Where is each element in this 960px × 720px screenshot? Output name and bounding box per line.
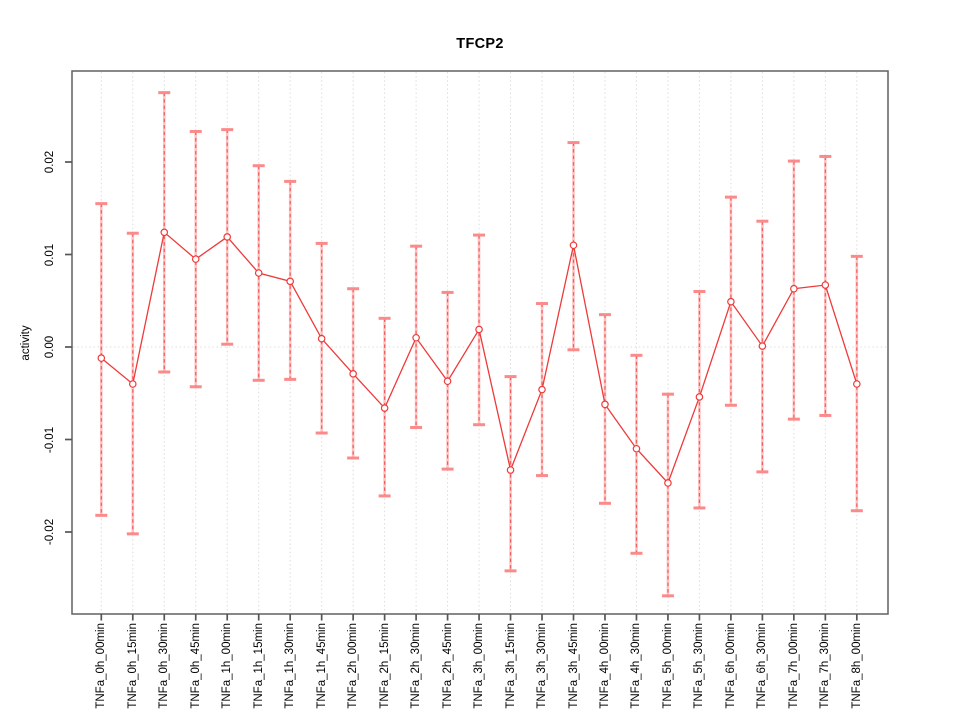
- x-tick-label: TNFa_6h_30min: [756, 623, 769, 709]
- y-axis-label: activity: [20, 324, 32, 361]
- data-point: [821, 281, 830, 289]
- x-tick-label: TNFa_2h_30min: [410, 623, 423, 709]
- y-tick-label: -0.01: [44, 426, 56, 453]
- x-tick-label: TNFa_3h_15min: [504, 623, 517, 709]
- x-tick-label: TNFa_2h_15min: [378, 623, 391, 709]
- x-tick-label: TNFa_3h_45min: [567, 623, 580, 709]
- x-tick-label: TNFa_1h_30min: [284, 623, 297, 709]
- x-tick-label: TNFa_7h_30min: [819, 623, 832, 709]
- y-tick-label: 0.02: [44, 150, 56, 174]
- data-point: [695, 393, 704, 401]
- data-point: [349, 370, 357, 378]
- axis-frame: [71, 70, 889, 615]
- data-point: [727, 297, 735, 306]
- data-point: [286, 277, 294, 286]
- x-tick-label: TNFa_1h_15min: [252, 623, 265, 709]
- x-tick-label: TNFa_5h_00min: [661, 623, 674, 709]
- data-point: [160, 228, 169, 237]
- data-point: [475, 325, 483, 334]
- data-point: [380, 404, 389, 412]
- data-point: [191, 255, 200, 263]
- data-point: [758, 342, 767, 350]
- data-point: [412, 333, 420, 342]
- data-point: [601, 400, 609, 409]
- data-point: [254, 269, 263, 277]
- x-tick-label: TNFa_0h_00min: [95, 623, 108, 709]
- data-point: [128, 380, 137, 388]
- data-point: [223, 233, 232, 241]
- data-point: [443, 377, 452, 386]
- data-point: [664, 479, 672, 487]
- x-tick-label: TNFa_1h_00min: [221, 623, 234, 709]
- chart-title: TFCP2: [456, 36, 504, 52]
- x-tick-label: TNFa_2h_00min: [347, 623, 360, 709]
- x-tick-label: TNFa_0h_30min: [158, 623, 171, 709]
- x-tick-label: TNFa_6h_00min: [724, 623, 737, 709]
- data-point: [506, 466, 515, 474]
- x-tick-label: TNFa_3h_30min: [536, 623, 549, 709]
- data-point: [97, 354, 106, 362]
- y-tick-label: 0.01: [44, 243, 56, 266]
- x-tick-label: TNFa_2h_45min: [441, 623, 454, 709]
- x-tick-label: TNFa_7h_00min: [787, 623, 800, 709]
- x-tick-label: TNFa_8h_00min: [850, 623, 863, 709]
- x-tick-label: TNFa_0h_15min: [126, 623, 139, 709]
- y-tick-label: -0.02: [44, 518, 56, 546]
- data-point: [538, 385, 546, 394]
- data-point: [569, 241, 578, 250]
- y-tick-label: 0.00: [44, 335, 56, 359]
- data-point: [853, 380, 861, 388]
- x-tick-label: TNFa_0h_45min: [189, 623, 202, 709]
- x-tick-label: TNFa_4h_00min: [598, 623, 611, 709]
- x-tick-label: TNFa_1h_45min: [315, 623, 328, 709]
- x-tick-label: TNFa_4h_30min: [630, 623, 643, 709]
- x-tick-label: TNFa_3h_00min: [473, 623, 486, 709]
- data-point: [632, 444, 641, 453]
- x-tick-label: TNFa_5h_30min: [693, 623, 706, 709]
- data-point: [317, 334, 326, 343]
- data-point: [790, 284, 798, 293]
